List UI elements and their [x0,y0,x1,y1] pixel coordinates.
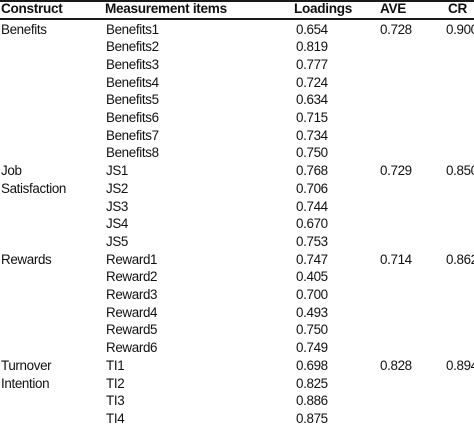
loading-value: 0.700 [296,287,328,302]
loading-value: 0.886 [296,393,328,409]
header-cr: CR [448,1,468,16]
construct-label: Benefits [1,21,47,37]
loading-value: 0.750 [296,145,328,161]
item-label: Reward5 [106,322,158,338]
ave-value: 0.728 [380,21,412,37]
loading-value: 0.819 [296,39,328,55]
loading-value: 0.654 [296,21,328,37]
loading-value: 0.768 [296,163,328,179]
item-label: JS4 [106,216,129,232]
construct-label: Intention [1,375,50,391]
cr-value: 0.862 [446,251,474,267]
construct-label: Job [1,163,22,179]
item-label: JS2 [106,180,129,196]
loading-value: 0.634 [296,92,328,108]
construct-label: Turnover [1,357,52,373]
header-measurement-items: Measurement items [105,1,227,16]
loading-value: 0.670 [296,216,328,232]
item-label: Benefits8 [106,145,159,161]
loading-value: 0.493 [296,304,328,320]
loading-value: 0.777 [296,56,328,72]
cr-value: 0.900 [446,21,474,37]
loading-value: 0.749 [296,340,328,356]
header-loadings: Loadings [294,1,353,16]
item-label: TI4 [106,410,125,426]
item-label: JS3 [106,198,129,214]
loading-value: 0.747 [296,251,328,267]
loading-value: 0.875 [296,410,328,426]
header-ave: AVE [380,1,407,16]
ave-value: 0.828 [380,357,412,373]
loading-value: 0.734 [296,127,328,143]
header-construct: Construct [1,1,63,16]
item-label: Reward2 [106,269,158,285]
table-top-rule [0,0,474,2]
loading-value: 0.405 [296,269,328,285]
item-label: Reward1 [106,251,158,267]
loading-value: 0.698 [296,357,328,373]
item-label: Reward4 [106,304,158,320]
header-bottom-rule [0,18,474,20]
item-label: Reward3 [106,287,158,302]
ave-value: 0.729 [380,163,412,179]
loading-value: 0.706 [296,180,328,196]
cr-value: 0.850 [446,163,474,179]
item-label: Benefits1 [106,21,159,37]
item-label: Benefits3 [106,56,159,72]
item-label: JS5 [106,233,129,249]
item-label: JS1 [106,163,129,179]
item-label: TI2 [106,375,125,391]
construct-label: Satisfaction [1,180,67,196]
item-label: Reward6 [106,340,158,356]
item-label: Benefits2 [106,39,159,55]
construct-label: Rewards [1,251,52,267]
loading-value: 0.744 [296,198,328,214]
item-label: Benefits5 [106,92,159,108]
loading-value: 0.715 [296,110,328,125]
loading-value: 0.753 [296,233,328,249]
loading-value: 0.750 [296,322,328,338]
item-label: TI1 [106,357,125,373]
item-label: Benefits6 [106,110,159,125]
item-label: TI3 [106,393,125,409]
loading-value: 0.825 [296,375,328,391]
cr-value: 0.894 [446,357,474,373]
item-label: Benefits4 [106,74,159,90]
loading-value: 0.724 [296,74,328,90]
ave-value: 0.714 [380,251,412,267]
item-label: Benefits7 [106,127,159,143]
